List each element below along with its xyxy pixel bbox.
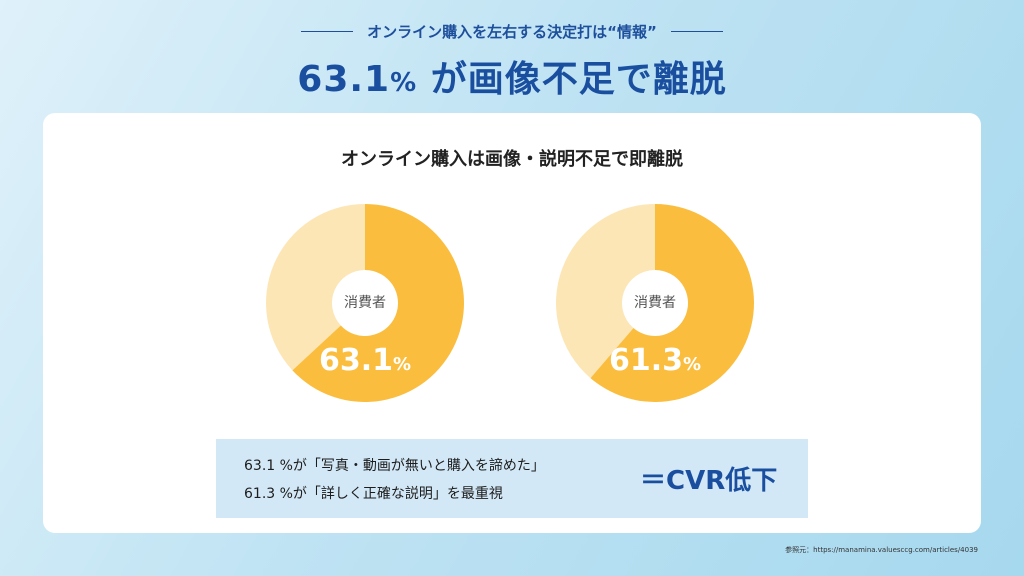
kicker-text: オンライン購入を左右する決定打は“情報” [367, 22, 657, 41]
kicker-right-rule [670, 30, 723, 32]
donut-2-remainder-arc [556, 204, 655, 379]
donut-2-center-label: 消費者 [634, 295, 676, 311]
donut-2-value-percent: % [682, 354, 702, 375]
donut-1-center-label: 消費者 [344, 295, 386, 311]
headline-percent: % [390, 68, 418, 98]
source-citation: 参照元：https://manamina.valuesccg.com/artic… [785, 546, 978, 554]
donut-1-remainder-arc [266, 204, 365, 371]
donut-1-value-number: 63.1 [318, 343, 393, 378]
kicker-left-rule [301, 30, 354, 32]
summary-line-1: 63.1 %が「写真・動画が無いと購入を諦めた」 [244, 458, 545, 474]
donut-1-value-percent: % [392, 354, 412, 375]
summary-result: ＝CVR低下 [640, 466, 778, 496]
headline-text: が画像不足で離脱 [417, 59, 727, 100]
summary-line-2: 61.3 %が「詳しく正確な説明」を最重視 [244, 486, 503, 502]
content-card: オンライン購入は画像・説明不足で即離脱 消費者 63.1% 消費者 61.3% … [43, 113, 981, 533]
kicker-heading: オンライン購入を左右する決定打は“情報” [0, 20, 1024, 42]
donut-1-value: 63.1% [265, 343, 465, 378]
donut-svg-1 [266, 204, 464, 402]
summary-box: 63.1 %が「写真・動画が無いと購入を諦めた」 61.3 %が「詳しく正確な説… [216, 439, 808, 518]
donut-chart-1: 消費者 63.1% [265, 203, 465, 403]
donut-2-value-arc [590, 204, 754, 402]
donut-chart-2: 消費者 61.3% [555, 203, 755, 403]
page-title: 63.1% が画像不足で離脱 [0, 50, 1024, 102]
donut-2-value: 61.3% [555, 343, 755, 378]
card-title: オンライン購入は画像・説明不足で即離脱 [341, 149, 683, 170]
donut-2-value-number: 61.3 [608, 343, 683, 378]
donut-svg-2 [556, 204, 754, 402]
headline-number: 63.1 [297, 59, 391, 100]
donut-1-value-arc [292, 204, 464, 402]
